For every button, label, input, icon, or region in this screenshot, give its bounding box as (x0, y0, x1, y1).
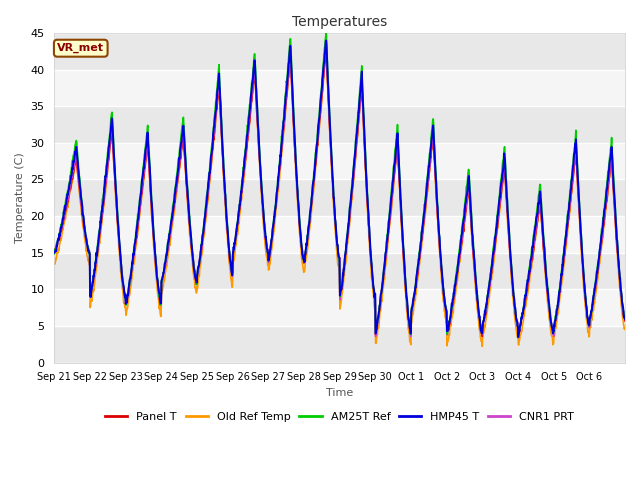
HMP45 T (559, 262, 566, 267)
CNR1 PRT (559, 262, 566, 267)
AM25T Ref (614, 254, 622, 260)
AM25T Ref (325, 98, 333, 104)
CNR1 PRT (621, 315, 629, 321)
Old Ref Temp (559, 274, 566, 280)
Panel T (621, 318, 629, 324)
AM25T Ref (559, 257, 566, 263)
AM25T Ref (140, 160, 147, 166)
Bar (54, 216, 625, 252)
Line: HMP45 T: HMP45 T (54, 41, 625, 337)
AM25T Ref (314, 123, 322, 129)
Bar (54, 143, 625, 180)
Old Ref Temp (621, 326, 629, 332)
Panel T (559, 267, 566, 273)
Panel T (314, 133, 322, 139)
Line: CNR1 PRT: CNR1 PRT (54, 44, 625, 336)
X-axis label: Time: Time (326, 388, 353, 398)
Text: VR_met: VR_met (57, 43, 104, 53)
Line: AM25T Ref: AM25T Ref (54, 29, 625, 334)
Old Ref Temp (325, 118, 333, 124)
Bar (54, 33, 625, 70)
CNR1 PRT (475, 313, 483, 319)
Old Ref Temp (140, 177, 147, 183)
HMP45 T (323, 38, 330, 44)
Panel T (325, 110, 333, 116)
AM25T Ref (621, 315, 629, 321)
Y-axis label: Temperature (C): Temperature (C) (15, 152, 25, 243)
Old Ref Temp (479, 344, 486, 349)
HMP45 T (51, 250, 58, 255)
Bar (54, 70, 625, 106)
Old Ref Temp (51, 261, 58, 266)
CNR1 PRT (372, 334, 380, 339)
Panel T (479, 334, 486, 339)
HMP45 T (140, 165, 147, 170)
Panel T (475, 307, 483, 313)
HMP45 T (325, 103, 333, 109)
Panel T (140, 176, 147, 182)
HMP45 T (314, 128, 322, 133)
HMP45 T (475, 308, 483, 313)
Panel T (614, 258, 622, 264)
Old Ref Temp (323, 46, 330, 52)
AM25T Ref (475, 309, 483, 315)
AM25T Ref (406, 331, 414, 337)
Old Ref Temp (614, 265, 622, 271)
Panel T (323, 47, 330, 53)
Old Ref Temp (475, 316, 483, 322)
CNR1 PRT (314, 132, 322, 138)
AM25T Ref (51, 251, 58, 257)
Bar (54, 252, 625, 289)
CNR1 PRT (325, 109, 333, 115)
Title: Temperatures: Temperatures (292, 15, 387, 29)
Bar (54, 289, 625, 326)
CNR1 PRT (614, 256, 622, 262)
CNR1 PRT (51, 249, 58, 255)
HMP45 T (515, 335, 522, 340)
Legend: Panel T, Old Ref Temp, AM25T Ref, HMP45 T, CNR1 PRT: Panel T, Old Ref Temp, AM25T Ref, HMP45 … (100, 408, 579, 427)
Line: Old Ref Temp: Old Ref Temp (54, 49, 625, 347)
CNR1 PRT (140, 170, 147, 176)
Bar (54, 326, 625, 362)
CNR1 PRT (323, 41, 330, 47)
Bar (54, 106, 625, 143)
Panel T (51, 249, 58, 255)
AM25T Ref (323, 26, 330, 32)
Old Ref Temp (314, 141, 322, 146)
Bar (54, 180, 625, 216)
HMP45 T (621, 316, 629, 322)
Bar (54, 0, 625, 33)
Line: Panel T: Panel T (54, 50, 625, 336)
HMP45 T (614, 256, 622, 262)
